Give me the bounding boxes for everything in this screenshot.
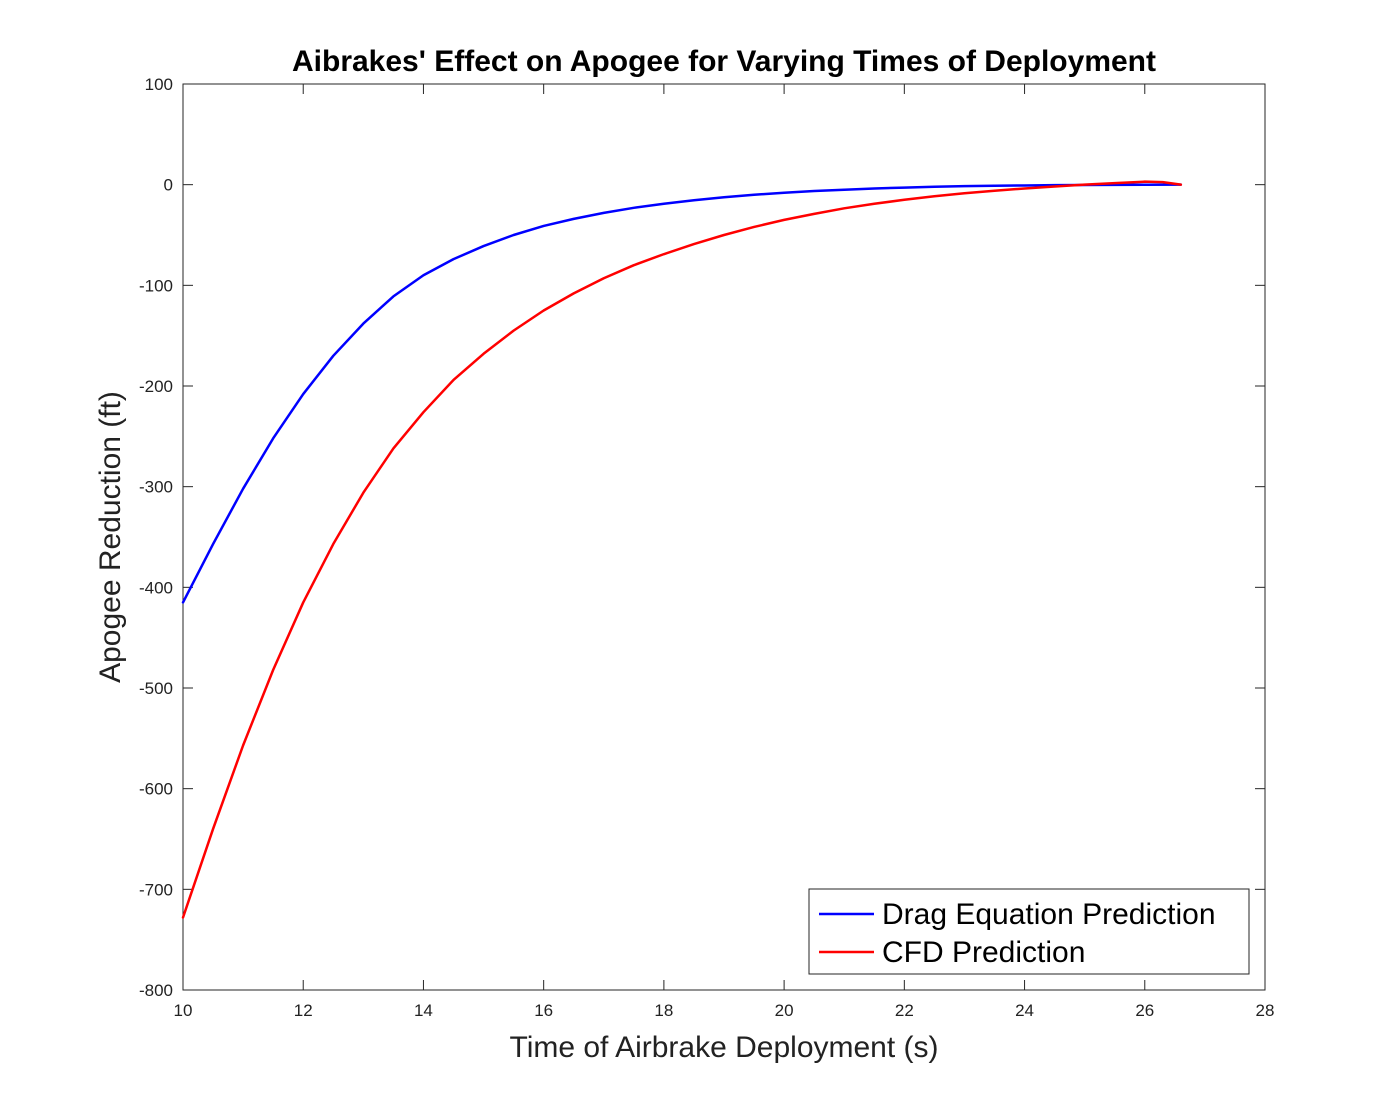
y-tick-label: -100 [139, 276, 173, 295]
legend-box [808, 888, 1250, 975]
x-tick-label: 28 [1256, 1001, 1275, 1020]
y-tick-label: 0 [164, 176, 173, 195]
x-tick-label: 26 [1135, 1001, 1154, 1020]
y-tick-label: -600 [139, 780, 173, 799]
x-tick-label: 12 [294, 1001, 313, 1020]
chart-title: Aibrakes' Effect on Apogee for Varying T… [292, 45, 1156, 78]
legend-label: CFD Prediction [882, 936, 1085, 969]
x-tick-label: 16 [534, 1001, 553, 1020]
x-tick-label: 18 [654, 1001, 673, 1020]
series-line-drag-equation [181, 183, 1183, 604]
y-tick-label: -300 [139, 478, 173, 497]
y-tick-label: -200 [139, 377, 173, 396]
series-line-cfd [181, 180, 1183, 919]
plot-area-box [182, 83, 1266, 991]
y-tick-label: -700 [139, 880, 173, 899]
y-tick-label: -800 [139, 981, 173, 1000]
x-tick-label: 14 [414, 1001, 433, 1020]
x-tick-label: 10 [174, 1001, 193, 1020]
x-tick-label: 24 [1015, 1001, 1034, 1020]
x-tick-label: 20 [775, 1001, 794, 1020]
y-tick-label: -500 [139, 679, 173, 698]
y-tick-label: 100 [145, 75, 173, 94]
legend-label: Drag Equation Prediction [882, 898, 1216, 931]
x-axis-title: Time of Airbrake Deployment (s) [509, 1031, 938, 1064]
y-tick-label: -400 [139, 578, 173, 597]
y-axis-title: Apogee Reduction (ft) [94, 391, 127, 683]
x-tick-label: 22 [895, 1001, 914, 1020]
